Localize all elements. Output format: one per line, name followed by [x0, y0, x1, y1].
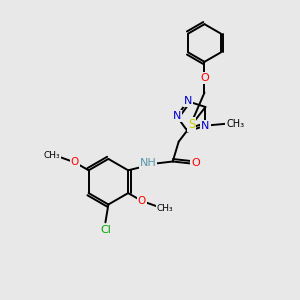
Text: S: S — [188, 118, 195, 131]
Text: N: N — [201, 121, 210, 130]
Text: NH: NH — [140, 158, 156, 169]
Text: CH₃: CH₃ — [44, 151, 60, 160]
Text: N: N — [184, 96, 192, 106]
Text: CH₃: CH₃ — [157, 204, 173, 213]
Text: O: O — [71, 158, 79, 167]
Text: N: N — [172, 111, 181, 121]
Text: O: O — [138, 196, 146, 206]
Text: O: O — [191, 158, 200, 169]
Text: Cl: Cl — [100, 225, 111, 235]
Text: CH₃: CH₃ — [226, 119, 244, 129]
Text: O: O — [200, 73, 209, 83]
